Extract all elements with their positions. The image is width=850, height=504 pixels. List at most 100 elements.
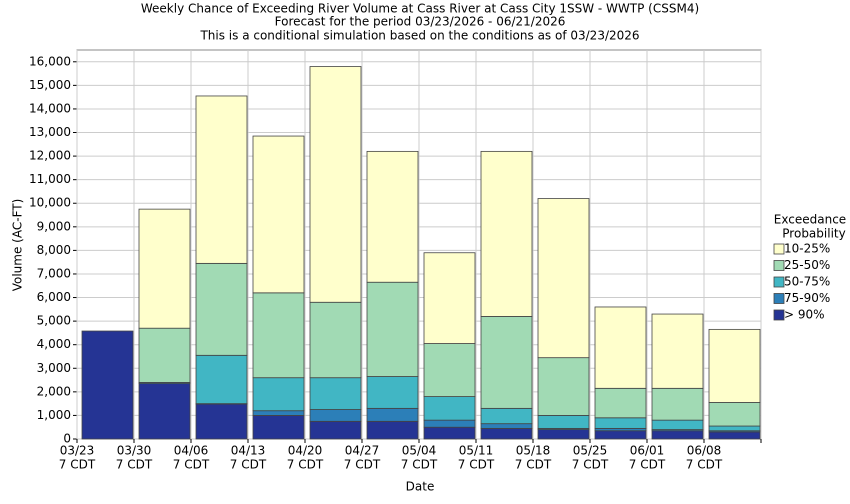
bar-segment — [424, 344, 475, 397]
x-tick-label: 04/13 — [231, 444, 266, 458]
bar-segment — [709, 329, 760, 402]
bar-segment — [595, 418, 646, 429]
legend-swatch — [774, 310, 784, 320]
y-tick-label: 7,000 — [37, 266, 71, 280]
bar-segment — [481, 428, 532, 439]
legend-swatch — [774, 294, 784, 304]
bar-segment — [538, 199, 589, 358]
bar-segment — [424, 427, 475, 439]
y-tick-label: 11,000 — [29, 172, 71, 186]
bar-segment — [424, 253, 475, 344]
legend-label: 50-75% — [784, 275, 830, 289]
legend-label: 10-25% — [784, 242, 830, 256]
x-axis-label: Date — [406, 480, 435, 494]
x-tick-label: 05/18 — [516, 444, 551, 458]
y-tick-label: 13,000 — [29, 125, 71, 139]
y-tick-label: 4,000 — [37, 337, 71, 351]
y-tick-label: 8,000 — [37, 243, 71, 257]
bar-segment — [595, 307, 646, 388]
legend-label: 25-50% — [784, 258, 830, 272]
bar-segment — [709, 426, 760, 431]
y-tick-label: 9,000 — [37, 219, 71, 233]
bar-segment — [481, 408, 532, 423]
legend-title: Exceedance — [774, 213, 846, 227]
y-tick-label: 5,000 — [37, 314, 71, 328]
chart-title: Weekly Chance of Exceeding River Volume … — [141, 2, 699, 16]
bar-segment — [538, 358, 589, 416]
bar-segment — [652, 314, 703, 388]
bar-segment — [196, 263, 247, 355]
legend-swatch — [774, 261, 784, 271]
chart-subtitle: Forecast for the period 03/23/2026 - 06/… — [275, 15, 566, 29]
x-tick-label: 04/06 — [174, 444, 209, 458]
x-tick-label: 7 CDT — [344, 458, 381, 472]
bar-segment — [196, 404, 247, 439]
bar-segment — [310, 302, 361, 377]
bar-segment — [367, 377, 418, 409]
bar-segment — [709, 402, 760, 426]
bar-segment — [538, 415, 589, 428]
x-tick-label: 05/04 — [402, 444, 437, 458]
bar-segment — [481, 151, 532, 316]
bar-segment — [424, 397, 475, 421]
legend-swatch — [774, 244, 784, 254]
legend-swatch — [774, 277, 784, 287]
bar-segment — [253, 293, 304, 378]
legend-label: > 90% — [784, 308, 825, 322]
bar-segment — [538, 430, 589, 439]
x-tick-label: 7 CDT — [515, 458, 552, 472]
y-tick-label: 16,000 — [29, 54, 71, 68]
x-tick-label: 7 CDT — [230, 458, 267, 472]
y-tick-label: 2,000 — [37, 384, 71, 398]
bar-segment — [709, 432, 760, 439]
x-tick-label: 7 CDT — [116, 458, 153, 472]
bar-segment — [367, 282, 418, 376]
x-tick-label: 05/25 — [573, 444, 608, 458]
bar-segment — [253, 415, 304, 439]
bar-segment — [310, 378, 361, 410]
y-tick-label: 1,000 — [37, 408, 71, 422]
x-tick-label: 7 CDT — [686, 458, 723, 472]
x-tick-label: 05/11 — [459, 444, 494, 458]
x-tick-label: 7 CDT — [59, 458, 96, 472]
bar-segment — [652, 388, 703, 420]
x-tick-label: 7 CDT — [401, 458, 438, 472]
x-tick-label: 7 CDT — [629, 458, 666, 472]
bar-segment — [196, 96, 247, 263]
bar-segment — [595, 388, 646, 417]
bar-segment — [139, 384, 190, 439]
bar-segment — [310, 421, 361, 439]
x-tick-label: 06/08 — [687, 444, 722, 458]
legend-title: Probability — [782, 227, 845, 241]
x-tick-label: 7 CDT — [458, 458, 495, 472]
y-tick-label: 14,000 — [29, 101, 71, 115]
bar-segment — [367, 421, 418, 439]
y-tick-label: 15,000 — [29, 78, 71, 92]
x-tick-label: 03/30 — [117, 444, 152, 458]
y-tick-label: 10,000 — [29, 196, 71, 210]
bar-segment — [310, 410, 361, 422]
bar-segment — [367, 151, 418, 282]
bar-segment — [82, 331, 133, 439]
y-tick-label: 3,000 — [37, 361, 71, 375]
x-tick-label: 04/27 — [345, 444, 380, 458]
y-tick-label: 6,000 — [37, 290, 71, 304]
x-tick-label: 03/23 — [60, 444, 95, 458]
bar-segment — [139, 209, 190, 328]
legend-label: 75-90% — [784, 291, 830, 305]
x-tick-label: 7 CDT — [173, 458, 210, 472]
y-tick-label: 12,000 — [29, 149, 71, 163]
x-tick-label: 04/20 — [288, 444, 323, 458]
bar-segment — [367, 408, 418, 421]
bar-segment — [652, 431, 703, 439]
y-axis-label: Volume (AC-FT) — [11, 199, 25, 292]
bar-segment — [139, 328, 190, 382]
bar-segment — [595, 431, 646, 439]
x-tick-label: 7 CDT — [572, 458, 609, 472]
bar-segment — [424, 420, 475, 427]
bar-segment — [481, 316, 532, 408]
bar-segment — [253, 136, 304, 293]
bar-segment — [652, 420, 703, 429]
bar-segment — [253, 411, 304, 416]
